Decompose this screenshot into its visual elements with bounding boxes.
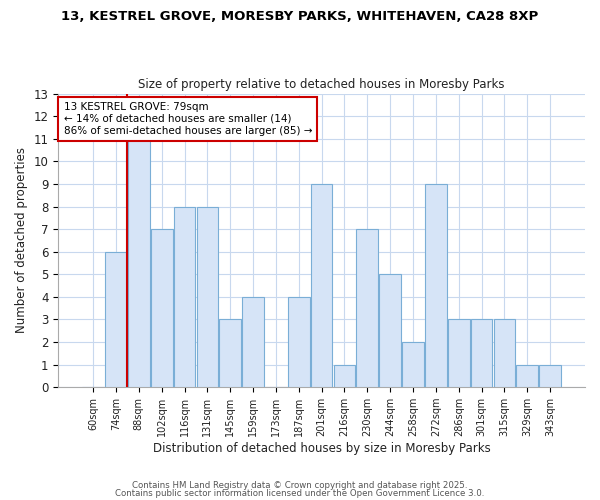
Bar [334, 364, 355, 387]
Bar [128, 138, 149, 387]
Bar [539, 364, 561, 387]
Bar [356, 229, 378, 387]
Text: 13 KESTREL GROVE: 79sqm
← 14% of detached houses are smaller (14)
86% of semi-de: 13 KESTREL GROVE: 79sqm ← 14% of detache… [64, 102, 312, 136]
Bar [173, 206, 196, 387]
Bar [151, 229, 173, 387]
Bar [311, 184, 332, 387]
Bar [379, 274, 401, 387]
Bar [494, 320, 515, 387]
Bar [105, 252, 127, 387]
Text: Contains HM Land Registry data © Crown copyright and database right 2025.: Contains HM Land Registry data © Crown c… [132, 481, 468, 490]
Text: 13, KESTREL GROVE, MORESBY PARKS, WHITEHAVEN, CA28 8XP: 13, KESTREL GROVE, MORESBY PARKS, WHITEH… [61, 10, 539, 23]
Text: Contains public sector information licensed under the Open Government Licence 3.: Contains public sector information licen… [115, 488, 485, 498]
Bar [471, 320, 493, 387]
Bar [197, 206, 218, 387]
Bar [425, 184, 447, 387]
Y-axis label: Number of detached properties: Number of detached properties [15, 148, 28, 334]
Bar [220, 320, 241, 387]
Title: Size of property relative to detached houses in Moresby Parks: Size of property relative to detached ho… [139, 78, 505, 91]
Bar [448, 320, 470, 387]
Bar [517, 364, 538, 387]
Bar [288, 297, 310, 387]
X-axis label: Distribution of detached houses by size in Moresby Parks: Distribution of detached houses by size … [153, 442, 491, 455]
Bar [402, 342, 424, 387]
Bar [242, 297, 264, 387]
